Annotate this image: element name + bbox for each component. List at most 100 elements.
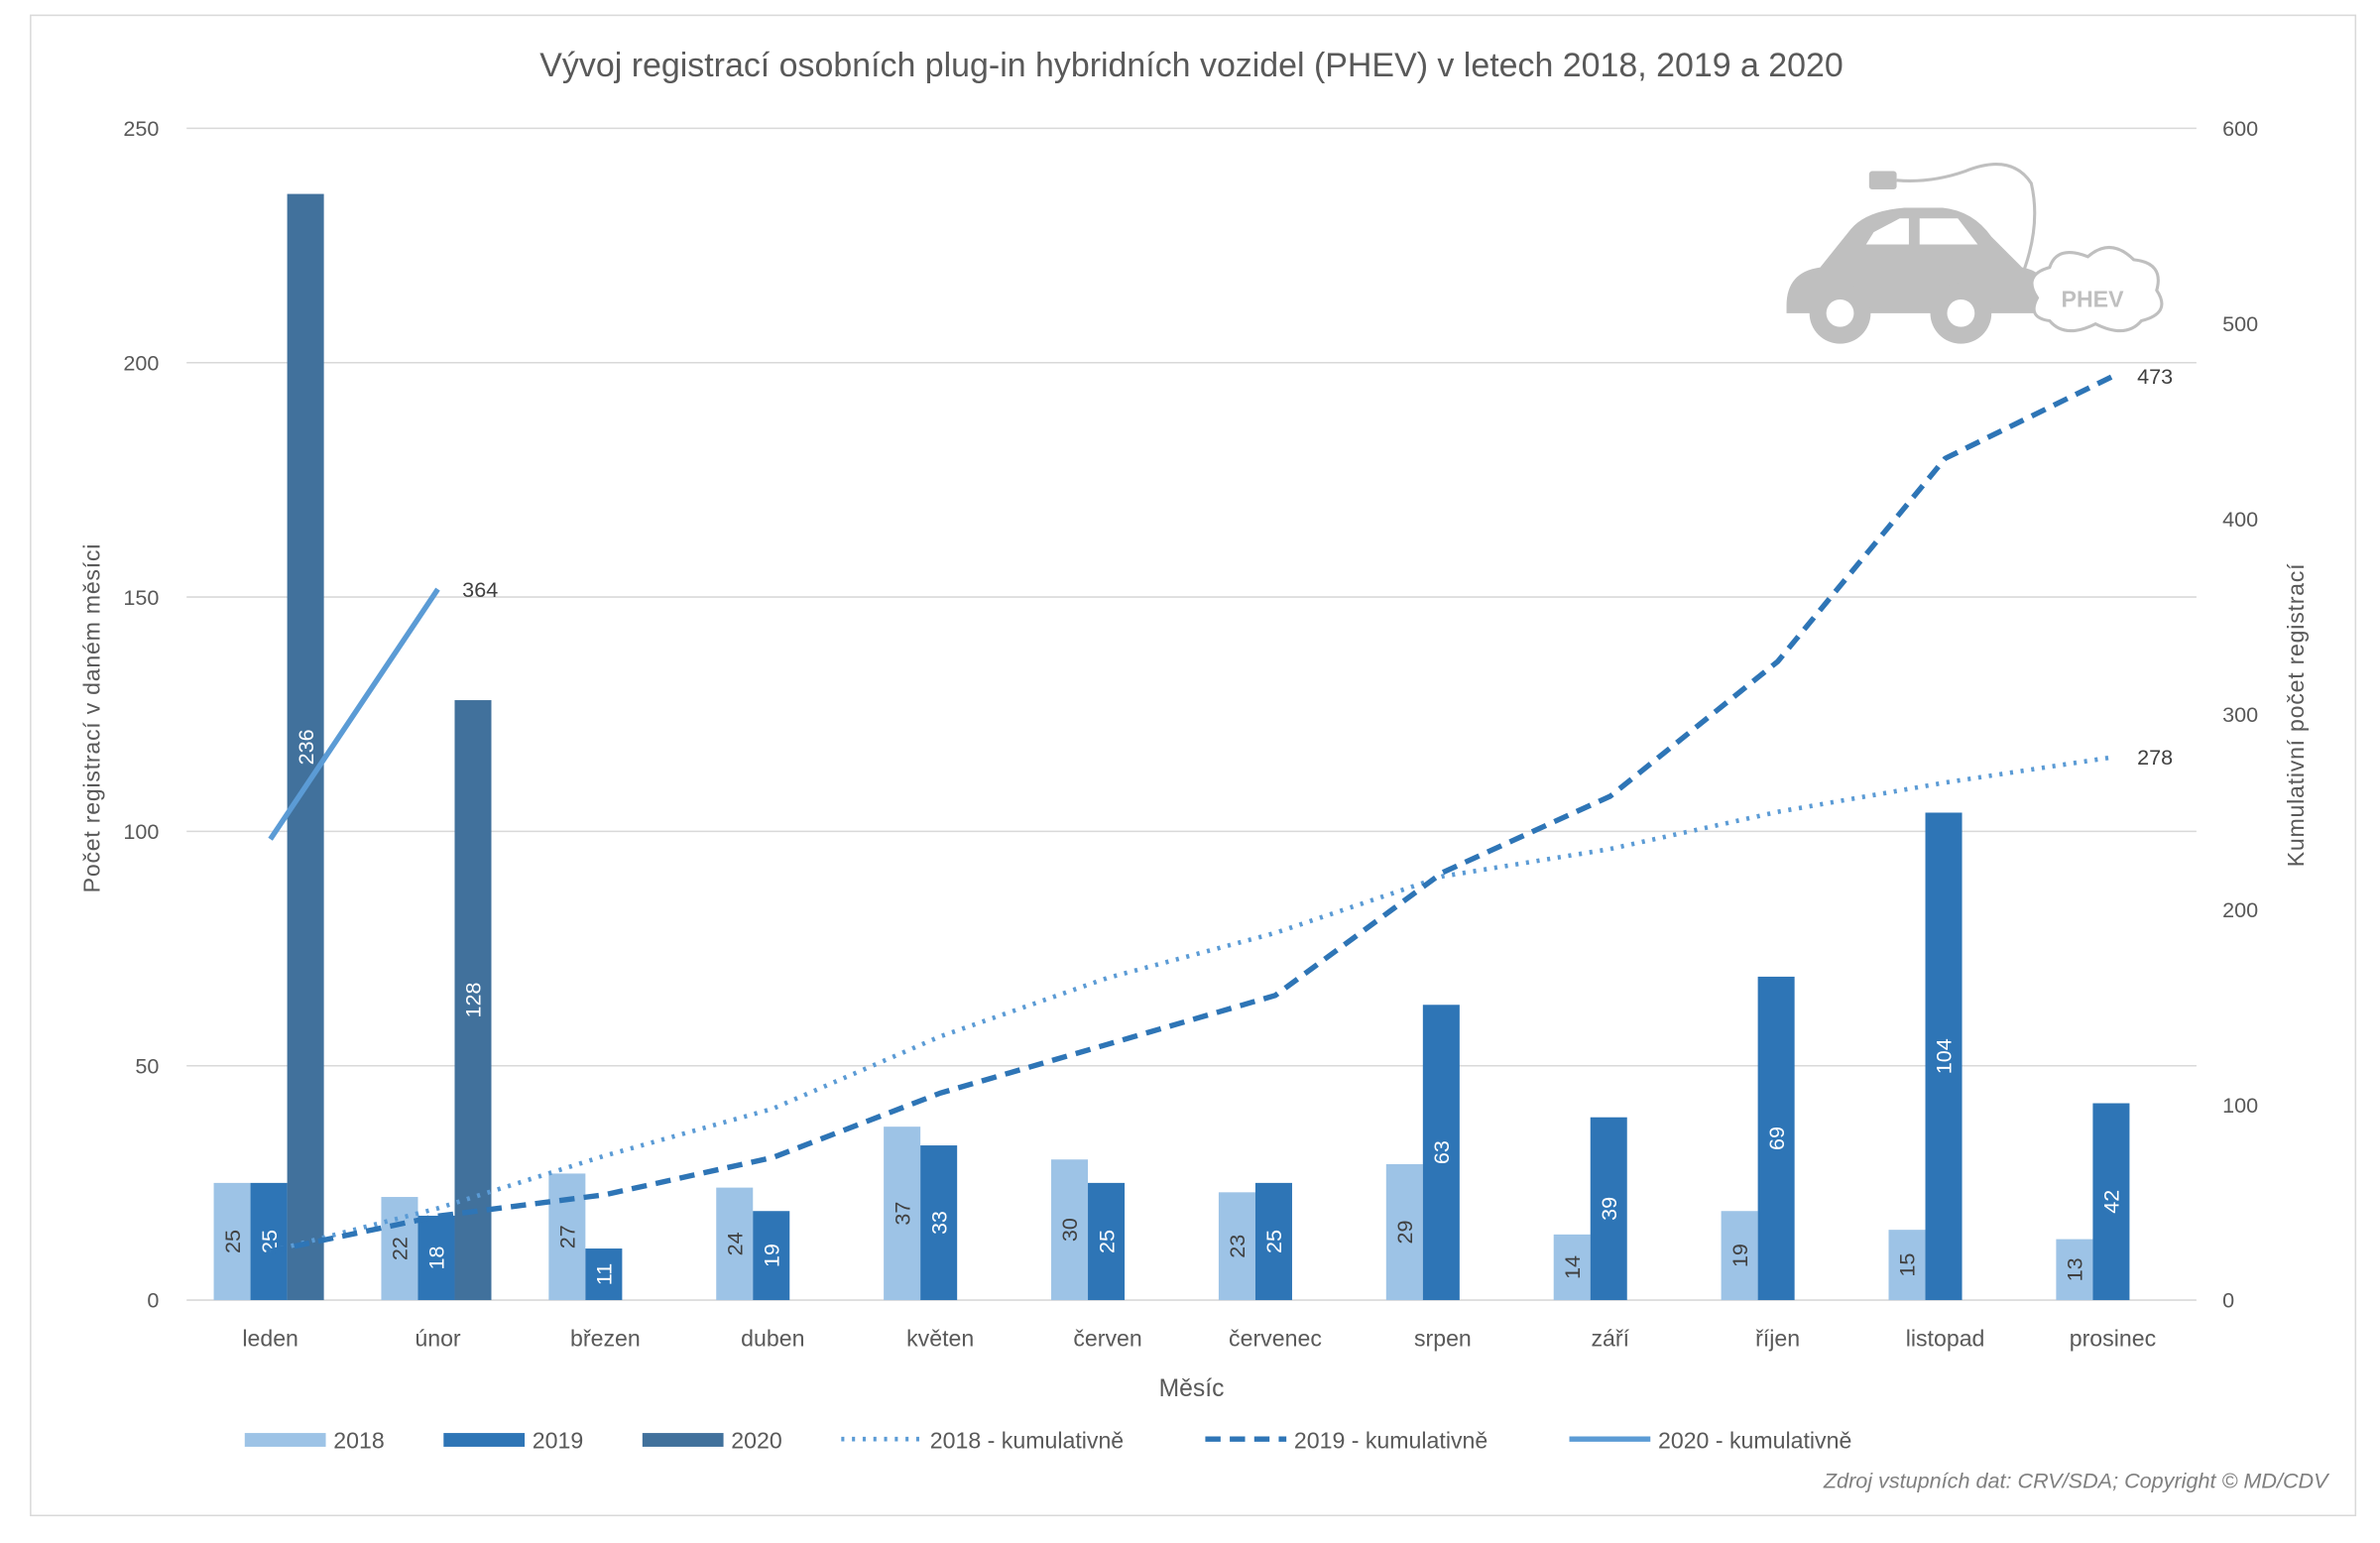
bar-2018 (381, 1197, 418, 1301)
bar-2018 (1218, 1192, 1255, 1301)
data-label: 25 (1261, 1230, 1286, 1253)
data-label: 42 (2099, 1190, 2124, 1214)
bar-2019 (585, 1248, 623, 1301)
x-tick-label: listopad (1906, 1325, 1985, 1351)
bar-2019 (2092, 1103, 2130, 1301)
legend-label: 2019 (533, 1427, 583, 1453)
y2-tick-label: 600 (2222, 116, 2258, 141)
legend-swatch (443, 1433, 526, 1447)
bar-2019 (753, 1211, 790, 1301)
bar-2019 (1422, 1005, 1460, 1301)
legend: 2018 2019 2020 2018 - kumulativně 2019 - kum… (244, 1427, 1851, 1453)
cumulative-lines: 278 473 364 (268, 364, 2173, 1254)
y2-tick-label: 300 (2222, 702, 2258, 727)
phev-car-logo: PHEV (1786, 163, 2164, 344)
data-label: 63 (1429, 1140, 1454, 1164)
data-label: 14 (1560, 1255, 1585, 1279)
bar-2019 (1925, 812, 1963, 1301)
y-tick-label: 200 (123, 350, 159, 375)
y2-tick-label: 0 (2222, 1288, 2234, 1313)
y-tick-label: 100 (123, 819, 159, 844)
data-label: 29 (1392, 1221, 1417, 1245)
legend-label: 2018 - kumulativně (930, 1427, 1124, 1453)
line-end-label: 473 (2137, 364, 2173, 389)
bar-2019 (417, 1215, 455, 1301)
data-label: 22 (388, 1237, 413, 1260)
bar-2018 (1721, 1211, 1758, 1301)
legend-label: 2018 (333, 1427, 384, 1453)
data-label: 69 (1764, 1127, 1789, 1150)
axes: 0 50 100 150 200 250 0 100 200 300 400 500 600 leden ú… (123, 116, 2258, 1351)
x-tick-label: říjen (1755, 1325, 1800, 1351)
data-label: 13 (2063, 1257, 2087, 1281)
data-label: 104 (1932, 1038, 1957, 1074)
bar-2018 (1553, 1234, 1591, 1301)
bar-2019 (1088, 1182, 1126, 1301)
bar-2018 (548, 1173, 586, 1301)
data-label: 15 (1895, 1253, 1920, 1277)
x-tick-label: únor (415, 1325, 461, 1351)
bar-2020 (454, 700, 492, 1301)
y-tick-label: 150 (123, 585, 159, 610)
data-label: 24 (722, 1232, 747, 1255)
data-label: 23 (1225, 1235, 1250, 1258)
y-axis-title: Počet registrací v daném měsíci (78, 543, 104, 892)
bar-2019 (1757, 976, 1795, 1301)
bar-2018 (1888, 1230, 1926, 1301)
data-label: 30 (1057, 1218, 1082, 1242)
x-tick-label: březen (570, 1325, 641, 1351)
y2-tick-label: 100 (2222, 1093, 2258, 1118)
x-tick-label: červenec (1229, 1325, 1322, 1351)
line-2019 - kumulativně (270, 374, 2114, 1254)
source-note: Zdroj vstupních dat: CRV/SDA; Copyright … (1823, 1469, 2330, 1493)
bar-2019 (1254, 1182, 1292, 1301)
y-tick-label: 250 (123, 116, 159, 141)
legend-swatch (642, 1433, 724, 1447)
bar-2019 (920, 1145, 958, 1301)
data-label: 33 (926, 1211, 951, 1235)
y2-tick-label: 500 (2222, 311, 2258, 336)
bar-2018 (1385, 1163, 1423, 1301)
bar-2018 (213, 1182, 251, 1301)
legend-label: 2020 - kumulativně (1658, 1427, 1851, 1453)
y2-tick-label: 400 (2222, 507, 2258, 532)
logo-text: PHEV (2062, 287, 2125, 312)
bar-2020 (287, 193, 324, 1301)
bar-2019 (1590, 1117, 1627, 1301)
data-label: 19 (1727, 1244, 1752, 1267)
y-tick-label: 0 (147, 1288, 159, 1313)
data-label: 18 (424, 1246, 449, 1270)
y2-tick-label: 200 (2222, 897, 2258, 922)
line-end-label: 364 (462, 577, 498, 602)
data-label: 25 (220, 1230, 245, 1253)
line-end-label: 278 (2137, 745, 2173, 770)
data-label: 25 (1094, 1230, 1119, 1253)
chart-frame (30, 14, 2357, 1517)
x-tick-label: srpen (1414, 1325, 1472, 1351)
bar-2019 (250, 1182, 288, 1301)
legend-swatch (244, 1433, 326, 1447)
bar-2018 (1051, 1159, 1089, 1301)
data-label: 236 (294, 729, 318, 765)
y-tick-label: 50 (135, 1053, 159, 1078)
x-tick-label: duben (741, 1325, 804, 1351)
x-tick-label: prosinec (2070, 1325, 2156, 1351)
x-tick-label: květen (906, 1325, 974, 1351)
chart-title: Vývoj registrací osobních plug-in hybrid… (539, 47, 1843, 84)
x-tick-label: červen (1073, 1325, 1141, 1351)
bar-2018 (2056, 1239, 2093, 1301)
legend-label: 2019 - kumulativně (1294, 1427, 1488, 1453)
data-label: 11 (592, 1263, 617, 1285)
y2-axis-title: Kumulativní počet registrací (2283, 563, 2309, 868)
gridlines (186, 127, 2197, 1301)
data-label: 128 (461, 983, 486, 1018)
x-tick-label: září (1592, 1325, 1630, 1351)
x-axis-title: Měsíc (1159, 1375, 1225, 1402)
data-label: 39 (1597, 1197, 1621, 1221)
bar-2018 (716, 1187, 754, 1301)
bar-2018 (884, 1127, 921, 1301)
data-label: 27 (555, 1225, 580, 1248)
data-label: 19 (759, 1244, 783, 1267)
